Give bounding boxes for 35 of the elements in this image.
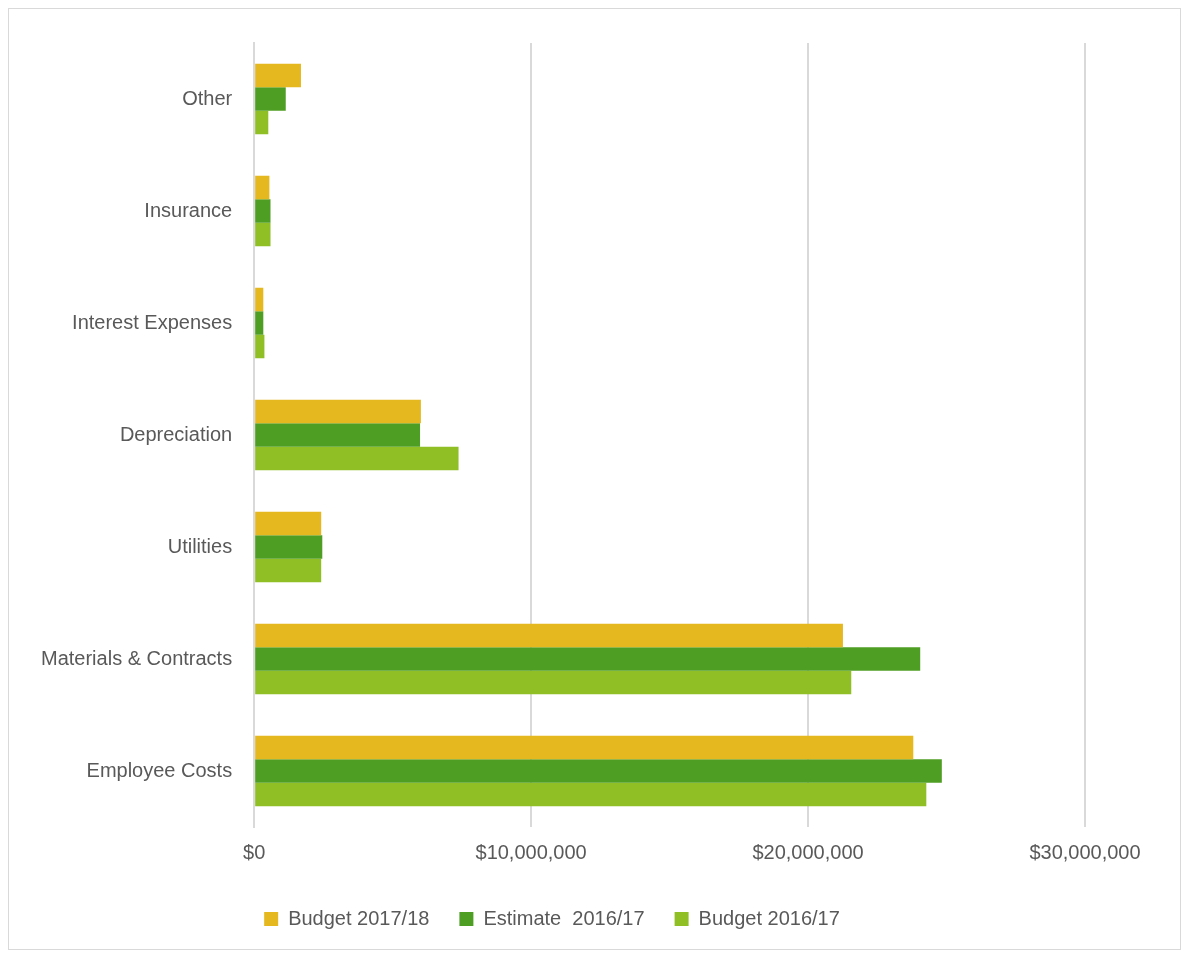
bar (255, 287, 264, 312)
bar (255, 511, 322, 536)
bar (255, 759, 942, 783)
bar (255, 175, 270, 200)
bar (255, 782, 927, 807)
bar (255, 558, 322, 583)
y-tick-label: Employee Costs (86, 758, 233, 781)
bar (255, 334, 265, 359)
y-tick-label: Materials & Contracts (41, 646, 233, 669)
legend-label: Budget 2017/18 (288, 906, 430, 929)
legend-label: Budget 2016/17 (698, 906, 840, 929)
legend-label: Estimate 2016/17 (483, 906, 645, 929)
bar (255, 110, 269, 135)
bar (255, 311, 264, 335)
bar (255, 446, 459, 471)
bar (255, 399, 421, 424)
bar (255, 423, 421, 447)
bar (255, 670, 852, 695)
y-tick-label: Depreciation (119, 422, 233, 445)
bar (255, 623, 843, 648)
bar (255, 199, 271, 223)
bar (255, 222, 271, 247)
x-tick-label: $0 (243, 840, 266, 863)
bar (255, 535, 323, 559)
bar (255, 63, 301, 88)
y-tick-label: Interest Expenses (72, 310, 233, 333)
bar (255, 87, 286, 111)
x-tick-label: $20,000,000 (752, 840, 864, 863)
y-tick-label: Utilities (167, 534, 233, 557)
bar (255, 647, 921, 671)
x-tick-label: $30,000,000 (1029, 840, 1141, 863)
y-tick-label: Other (182, 86, 233, 109)
x-tick-label: $10,000,000 (475, 840, 587, 863)
y-tick-label: Insurance (144, 198, 233, 221)
bar (255, 735, 914, 760)
